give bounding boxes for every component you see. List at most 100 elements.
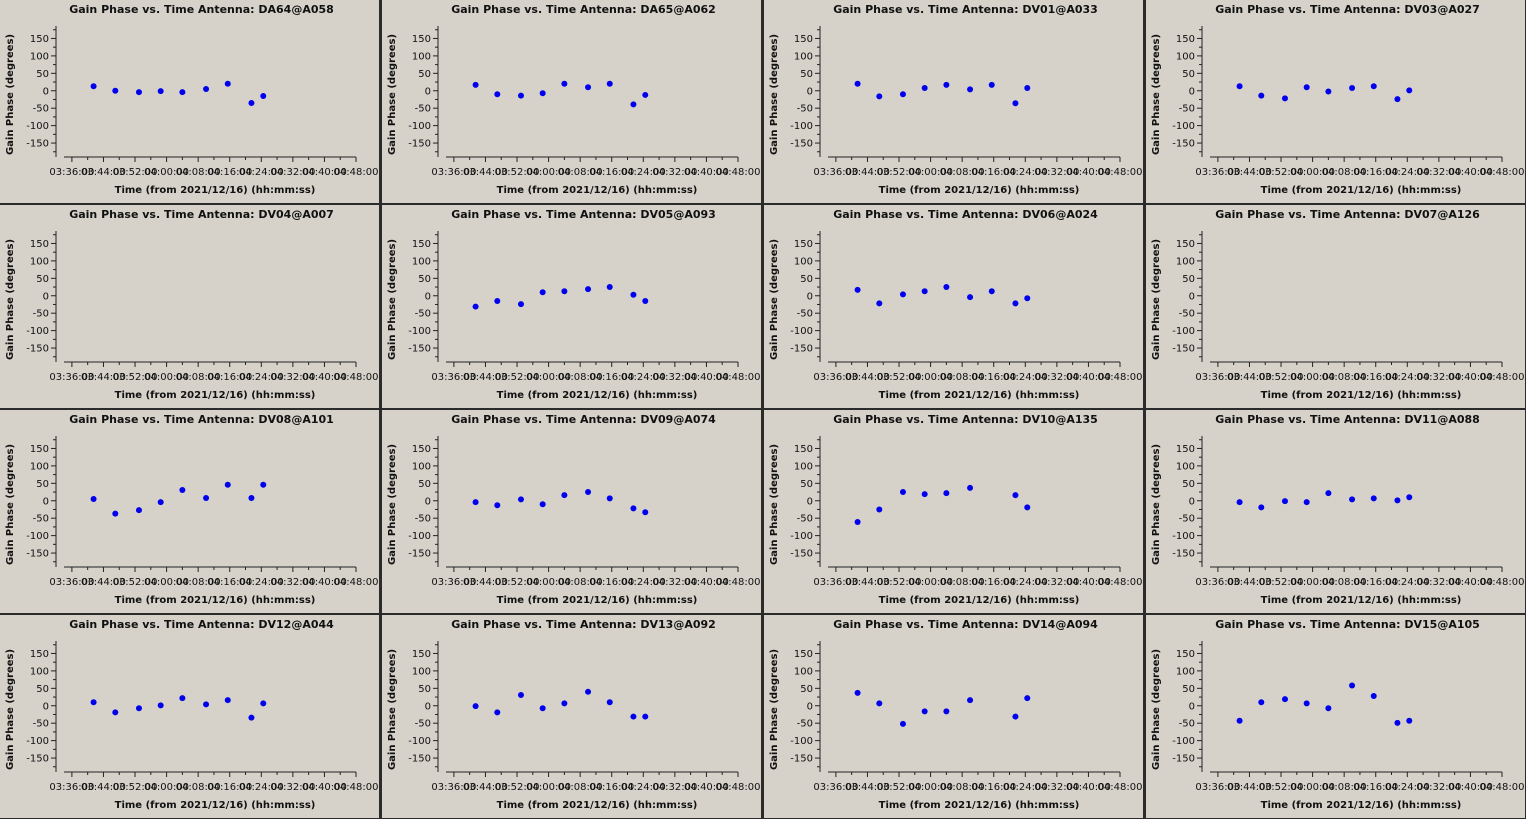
y-tick-label: -50 [1179,309,1195,320]
y-tick-label: 0 [1189,496,1195,507]
data-point [90,699,97,706]
data-point [1012,100,1019,107]
data-point [642,297,649,304]
x-tick-label: 04:08:00 [1322,372,1367,383]
x-tick-label: 04:16:00 [1353,577,1398,588]
x-tick-label: 04:40:00 [302,782,347,793]
data-point [472,499,479,506]
x-tick-label: 03:36:00 [813,782,858,793]
data-point [517,92,524,99]
y-tick-label: -100 [790,326,813,337]
data-point [854,80,861,87]
data-point [203,86,210,93]
x-tick-label: 04:48:00 [1480,782,1525,793]
x-tick-label: 04:16:00 [589,167,634,178]
data-point [561,288,568,295]
plot-panel: Gain Phase vs. Time Antenna: DV15@A105 15… [1146,615,1525,818]
x-tick-label: 04:32:00 [1034,782,1079,793]
x-tick-label: 04:40:00 [302,372,347,383]
y-tick-label: 0 [1189,701,1195,712]
plot-title: Gain Phase vs. Time Antenna: DA64@A058 [69,3,334,16]
x-tick-label: 04:16:00 [1353,782,1398,793]
data-point [494,709,501,716]
data-point [517,301,524,308]
y-tick-label: 50 [1182,479,1195,490]
x-tick-label: 03:44:00 [1227,167,1272,178]
plot-panel: Gain Phase vs. Time Antenna: DV08@A101 15… [0,410,379,613]
x-tick-label: 04:00:00 [144,782,189,793]
data-point [90,496,97,503]
y-tick-label: 50 [418,479,431,490]
data-point [1236,499,1243,506]
y-axis-label: Gain Phase (degrees) [387,649,398,770]
scatter-plot: Gain Phase vs. Time Antenna: DV05@A093 15… [387,208,760,401]
x-axis-label: Time (from 2021/12/16) (hh:mm:ss) [879,185,1080,196]
scatter-plot: Gain Phase vs. Time Antenna: DA65@A062 15… [387,3,760,196]
y-tick-label: -50 [33,719,49,730]
y-tick-label: 100 [30,256,49,267]
y-tick-label: 50 [36,479,49,490]
x-tick-label: 03:52:00 [113,782,158,793]
x-tick-label: 03:36:00 [431,577,476,588]
x-axis-label: Time (from 2021/12/16) (hh:mm:ss) [115,800,316,811]
x-tick-label: 03:52:00 [1259,577,1304,588]
data-point [1281,696,1288,703]
x-tick-label: 04:16:00 [971,782,1016,793]
y-tick-label: 150 [794,649,813,660]
x-tick-label: 03:36:00 [49,167,94,178]
data-point [943,81,950,88]
x-axis-label: Time (from 2021/12/16) (hh:mm:ss) [1261,185,1462,196]
y-tick-label: -150 [790,754,813,765]
x-tick-label: 04:48:00 [334,782,379,793]
y-tick-label: -150 [1172,754,1195,765]
y-tick-label: -50 [1179,514,1195,525]
x-tick-label: 03:36:00 [813,577,858,588]
y-tick-label: 100 [1176,256,1195,267]
scatter-plot: Gain Phase vs. Time Antenna: DV10@A135 15… [769,413,1142,606]
y-tick-label: 50 [1182,274,1195,285]
y-tick-label: -50 [415,719,431,730]
data-point [260,92,267,99]
data-point [248,714,255,721]
y-tick-label: -150 [790,549,813,560]
y-tick-label: -100 [790,736,813,747]
data-point [1024,84,1031,91]
scatter-plot: Gain Phase vs. Time Antenna: DV15@A105 15… [1151,618,1525,811]
y-axis-label: Gain Phase (degrees) [1151,649,1162,770]
y-tick-label: -100 [1172,121,1195,132]
data-point [630,291,637,298]
y-tick-label: 50 [418,684,431,695]
data-point [967,484,974,491]
plot-title: Gain Phase vs. Time Antenna: DV13@A092 [451,618,716,631]
data-point [1370,495,1377,502]
x-tick-label: 04:00:00 [1290,167,1335,178]
y-tick-label: 150 [1176,239,1195,250]
x-tick-label: 03:44:00 [81,782,126,793]
y-tick-label: 100 [30,51,49,62]
data-point [943,708,950,715]
data-point [1258,699,1265,706]
plot-panel: Gain Phase vs. Time Antenna: DV04@A007 15… [0,205,379,408]
x-tick-label: 04:00:00 [144,167,189,178]
data-point [1258,92,1265,99]
y-tick-label: -100 [408,121,431,132]
plot-panel: Gain Phase vs. Time Antenna: DA64@A058 15… [0,0,379,203]
plot-title: Gain Phase vs. Time Antenna: DA65@A062 [451,3,716,16]
x-tick-label: 04:48:00 [334,372,379,383]
plot-title: Gain Phase vs. Time Antenna: DV14@A094 [833,618,1098,631]
data-point [630,101,637,108]
y-tick-label: 100 [794,666,813,677]
data-point [967,86,974,93]
y-tick-label: -50 [33,104,49,115]
x-tick-label: 04:08:00 [1322,782,1367,793]
x-tick-label: 04:32:00 [652,577,697,588]
y-tick-label: 50 [418,274,431,285]
x-tick-label: 04:24:00 [239,372,284,383]
data-point [224,481,231,488]
x-tick-label: 04:40:00 [1066,372,1111,383]
x-tick-label: 04:48:00 [1098,167,1143,178]
data-point [260,481,267,488]
plot-title: Gain Phase vs. Time Antenna: DV07@A126 [1215,208,1480,221]
y-tick-label: -100 [408,736,431,747]
data-point [561,492,568,499]
